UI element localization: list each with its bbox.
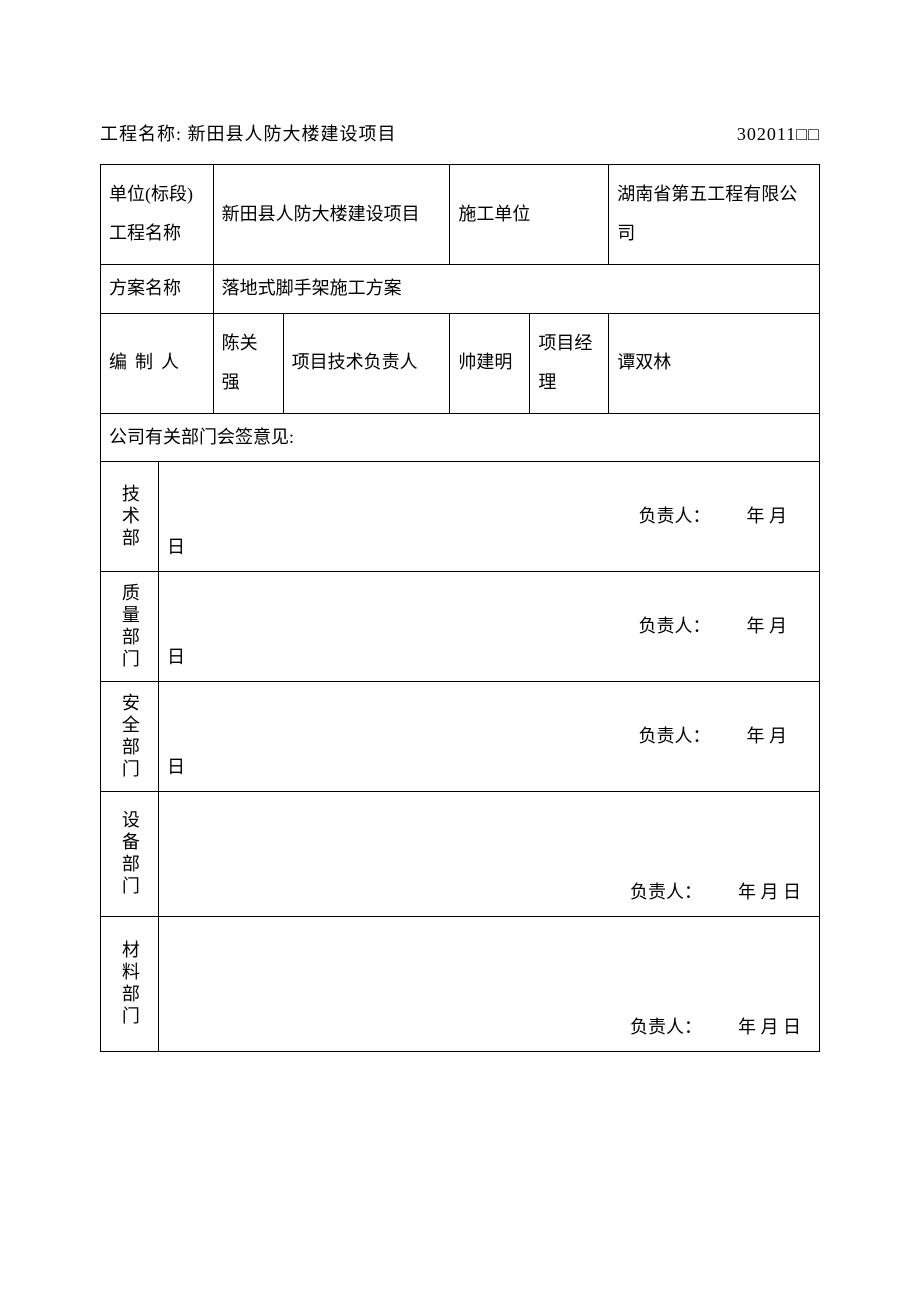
pm-label: 项目经理 [530,313,609,413]
tech-lead-label: 项目技术负责人 [283,313,450,413]
day-label: 日 [167,537,185,557]
day-label: 日 [167,757,185,777]
dept-tech-sign[interactable]: 负责人： 年 月 日 [159,462,820,572]
form-table: 单位(标段)工程名称 新田县人防大楼建设项目 施工单位 湖南省第五工程有限公司 … [100,164,820,1053]
header-left: 工程名称: 新田县人防大楼建设项目 [100,120,397,149]
unit-label: 单位(标段)工程名称 [101,164,214,264]
row-dept-equipment: 设备部门 负责人： 年 月 日 [101,792,820,917]
compiler-label: 编制人 [101,313,214,413]
plan-label: 方案名称 [101,264,214,313]
resp-label: 负责人： [630,1017,702,1037]
project-name: 新田县人防大楼建设项目 [188,124,397,144]
date-ymd: 年 月 日 [738,882,801,902]
row-dept-quality: 质量部门 负责人： 年 月 日 [101,572,820,682]
tech-lead-value: 帅建明 [450,313,530,413]
header-code: 302011□□ [737,120,820,149]
day-label: 日 [167,647,185,667]
date-ymd: 年 月 日 [738,1017,801,1037]
dept-material-label: 材料部门 [101,917,159,1052]
plan-value: 落地式脚手架施工方案 [213,264,819,313]
row-dept-safety: 安全部门 负责人： 年 月 日 [101,682,820,792]
section-header: 公司有关部门会签意见: [101,413,820,462]
resp-label: 负责人： [639,616,711,636]
unit-value: 新田县人防大楼建设项目 [213,164,450,264]
resp-label: 负责人： [639,726,711,746]
resp-label: 负责人： [639,506,711,526]
contractor-value: 湖南省第五工程有限公司 [609,164,820,264]
header-line: 工程名称: 新田县人防大楼建设项目 302011□□ [100,120,820,149]
dept-quality-label: 质量部门 [101,572,159,682]
row-unit: 单位(标段)工程名称 新田县人防大楼建设项目 施工单位 湖南省第五工程有限公司 [101,164,820,264]
row-people: 编制人 陈关强 项目技术负责人 帅建明 项目经理 谭双林 [101,313,820,413]
dept-quality-sign[interactable]: 负责人： 年 月 日 [159,572,820,682]
date-ym: 年 月 [747,616,788,636]
date-ym: 年 月 [747,726,788,746]
contractor-label: 施工单位 [450,164,609,264]
pm-value: 谭双林 [609,313,820,413]
dept-equipment-sign[interactable]: 负责人： 年 月 日 [159,792,820,917]
row-section-header: 公司有关部门会签意见: [101,413,820,462]
date-ym: 年 月 [747,506,788,526]
row-plan: 方案名称 落地式脚手架施工方案 [101,264,820,313]
project-label: 工程名称: [100,124,182,144]
dept-tech-label: 技术部 [101,462,159,572]
row-dept-tech: 技术部 负责人： 年 月 日 [101,462,820,572]
dept-safety-sign[interactable]: 负责人： 年 月 日 [159,682,820,792]
resp-label: 负责人： [630,882,702,902]
dept-material-sign[interactable]: 负责人： 年 月 日 [159,917,820,1052]
compiler-value: 陈关强 [213,313,283,413]
dept-equipment-label: 设备部门 [101,792,159,917]
row-dept-material: 材料部门 负责人： 年 月 日 [101,917,820,1052]
dept-safety-label: 安全部门 [101,682,159,792]
